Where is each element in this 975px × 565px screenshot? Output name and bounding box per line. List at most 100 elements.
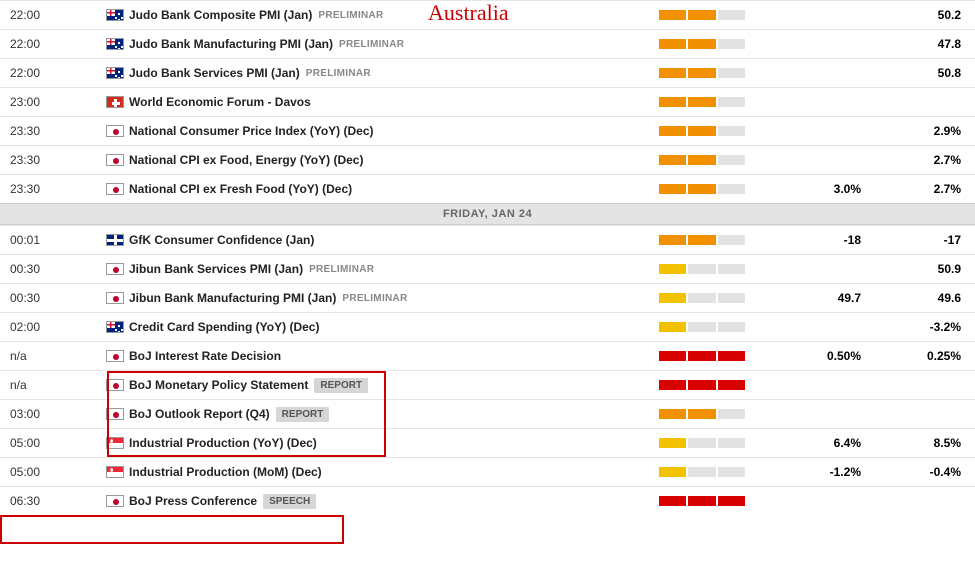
impact-indicator <box>659 380 769 390</box>
country-flag <box>101 263 129 275</box>
calendar-row[interactable]: 23:30National Consumer Price Index (YoY)… <box>0 116 975 145</box>
event-time: 05:00 <box>6 436 101 450</box>
forecast-value: 49.7 <box>769 291 869 305</box>
country-flag <box>101 234 129 246</box>
event-cell[interactable]: Judo Bank Manufacturing PMI (Jan)PRELIMI… <box>129 37 659 51</box>
event-name: BoJ Press Conference <box>129 494 257 508</box>
event-name: GfK Consumer Confidence (Jan) <box>129 233 314 247</box>
previous-value: 50.8 <box>869 66 969 80</box>
forecast-value: 3.0% <box>769 182 869 196</box>
previous-value: -17 <box>869 233 969 247</box>
event-name: BoJ Interest Rate Decision <box>129 349 281 363</box>
impact-indicator <box>659 264 769 274</box>
event-name: Jibun Bank Services PMI (Jan) <box>129 262 303 276</box>
impact-indicator <box>659 293 769 303</box>
previous-value: -0.4% <box>869 465 969 479</box>
country-flag <box>101 67 129 79</box>
country-flag <box>101 495 129 507</box>
day-separator: FRIDAY, JAN 24 <box>0 203 975 225</box>
event-tag: PRELIMINAR <box>309 264 374 275</box>
event-cell[interactable]: Jibun Bank Manufacturing PMI (Jan) PRELIM… <box>129 291 659 305</box>
country-flag <box>101 154 129 166</box>
calendar-row[interactable]: 00:01 GfK Consumer Confidence (Jan) -18-17 <box>0 225 975 254</box>
impact-indicator <box>659 322 769 332</box>
event-cell[interactable]: Jibun Bank Services PMI (Jan) PRELIMINAR <box>129 262 659 276</box>
impact-indicator <box>659 184 769 194</box>
event-cell[interactable]: BoJ Interest Rate Decision <box>129 349 659 363</box>
event-cell[interactable]: GfK Consumer Confidence (Jan) <box>129 233 659 247</box>
event-cell[interactable]: BoJ Press Conference SPEECH <box>129 494 659 509</box>
calendar-row[interactable]: 06:30BoJ Press ConferenceSPEECH <box>0 486 975 515</box>
event-name: Judo Bank Manufacturing PMI (Jan) <box>129 37 333 51</box>
event-badge[interactable]: REPORT <box>314 378 368 393</box>
calendar-row[interactable]: n/a BoJ Monetary Policy Statement REPORT <box>0 370 975 399</box>
previous-value: 50.2 <box>869 8 969 22</box>
calendar-row[interactable]: 05:00Industrial Production (MoM) (Dec)-1… <box>0 457 975 486</box>
calendar-row[interactable]: 00:30 Jibun Bank Services PMI (Jan) PRELIM… <box>0 254 975 283</box>
event-time: 00:01 <box>6 233 101 247</box>
event-tag: PRELIMINAR <box>342 293 407 304</box>
impact-indicator <box>659 438 769 448</box>
calendar-row[interactable]: 22:00 Judo Bank Services PMI (Jan)PRELIMI… <box>0 58 975 87</box>
event-cell[interactable]: Industrial Production (MoM) (Dec) <box>129 465 659 479</box>
event-cell[interactable]: Judo Bank Services PMI (Jan)PRELIMINAR <box>129 66 659 80</box>
impact-indicator <box>659 68 769 78</box>
event-cell[interactable]: Credit Card Spending (YoY) (Dec) <box>129 320 659 334</box>
country-flag <box>101 9 129 21</box>
event-cell[interactable]: BoJ Monetary Policy Statement REPORT <box>129 378 659 393</box>
country-flag <box>101 437 129 449</box>
event-tag: PRELIMINAR <box>318 10 383 21</box>
country-flag <box>101 379 129 391</box>
calendar-row[interactable]: 22:00 Judo Bank Manufacturing PMI (Jan)PR… <box>0 29 975 58</box>
previous-value: 47.8 <box>869 37 969 51</box>
event-name: Credit Card Spending (YoY) (Dec) <box>129 320 319 334</box>
forecast-value: -18 <box>769 233 869 247</box>
event-name: National CPI ex Food, Energy (YoY) (Dec) <box>129 153 363 167</box>
event-name: National Consumer Price Index (YoY) (Dec… <box>129 124 374 138</box>
calendar-row[interactable]: 00:30Jibun Bank Manufacturing PMI (Jan)P… <box>0 283 975 312</box>
event-time: 22:00 <box>6 8 101 22</box>
impact-indicator <box>659 126 769 136</box>
event-name: BoJ Monetary Policy Statement <box>129 378 308 392</box>
event-badge[interactable]: REPORT <box>276 407 330 422</box>
event-cell[interactable]: World Economic Forum - Davos <box>129 95 659 109</box>
event-badge[interactable]: SPEECH <box>263 494 316 509</box>
event-time: 02:00 <box>6 320 101 334</box>
event-time: n/a <box>6 349 101 363</box>
previous-value: 2.7% <box>869 182 969 196</box>
event-cell[interactable]: Judo Bank Composite PMI (Jan)PRELIMINAR <box>129 8 659 22</box>
impact-indicator <box>659 496 769 506</box>
event-name: Industrial Production (YoY) (Dec) <box>129 436 317 450</box>
country-flag <box>101 350 129 362</box>
calendar-row[interactable]: 23:30National CPI ex Food, Energy (YoY) … <box>0 145 975 174</box>
calendar-row[interactable]: 03:00 BoJ Outlook Report (Q4) REPORT <box>0 399 975 428</box>
event-time: 03:00 <box>6 407 101 421</box>
calendar-row[interactable]: n/aBoJ Interest Rate Decision0.50%0.25% <box>0 341 975 370</box>
event-cell[interactable]: National CPI ex Food, Energy (YoY) (Dec) <box>129 153 659 167</box>
calendar-row[interactable]: 02:00Credit Card Spending (YoY) (Dec)-3.… <box>0 312 975 341</box>
event-cell[interactable]: National Consumer Price Index (YoY) (Dec… <box>129 124 659 138</box>
calendar-row[interactable]: 05:00Industrial Production (YoY) (Dec)6.… <box>0 428 975 457</box>
event-time: 00:30 <box>6 262 101 276</box>
event-time: 22:00 <box>6 66 101 80</box>
impact-indicator <box>659 409 769 419</box>
event-name: Judo Bank Services PMI (Jan) <box>129 66 300 80</box>
country-flag <box>101 321 129 333</box>
event-name: National CPI ex Fresh Food (YoY) (Dec) <box>129 182 352 196</box>
impact-indicator <box>659 10 769 20</box>
event-cell[interactable]: National CPI ex Fresh Food (YoY) (Dec) <box>129 182 659 196</box>
highlight-box <box>0 515 344 544</box>
country-flag <box>101 408 129 420</box>
calendar-row[interactable]: 23:00World Economic Forum - Davos <box>0 87 975 116</box>
event-time: n/a <box>6 378 101 392</box>
event-cell[interactable]: BoJ Outlook Report (Q4) REPORT <box>129 407 659 422</box>
event-time: 23:30 <box>6 182 101 196</box>
calendar-row[interactable]: 23:30 National CPI ex Fresh Food (YoY) (D… <box>0 174 975 203</box>
event-time: 05:00 <box>6 465 101 479</box>
event-name: BoJ Outlook Report (Q4) <box>129 407 270 421</box>
event-name: Jibun Bank Manufacturing PMI (Jan) <box>129 291 336 305</box>
previous-value: 50.9 <box>869 262 969 276</box>
event-cell[interactable]: Industrial Production (YoY) (Dec) <box>129 436 659 450</box>
calendar-row[interactable]: 22:00 Judo Bank Composite PMI (Jan)PRELIM… <box>0 0 975 29</box>
event-time: 22:00 <box>6 37 101 51</box>
